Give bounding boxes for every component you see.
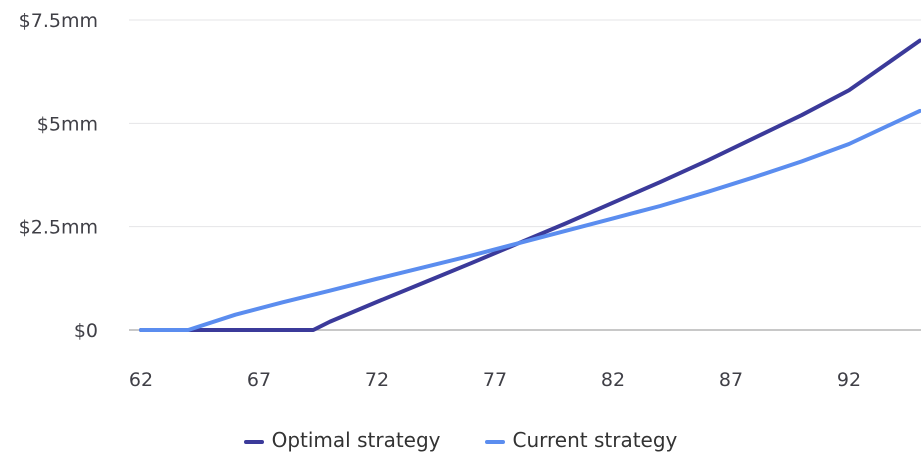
x-tick-label: 62 [129,369,153,391]
legend: Optimal strategy Current strategy [0,428,921,452]
series-line-optimal-strategy [139,38,921,332]
legend-label-optimal: Optimal strategy [271,428,441,452]
y-tick-label: $0 [74,320,98,342]
series-lines [139,38,921,332]
x-axis-ticks: 62 67 72 77 82 87 92 [129,369,861,391]
y-tick-label: $2.5mm [19,217,98,239]
y-tick-label: $7.5mm [19,10,98,32]
y-axis-ticks: $0 $2.5mm $5mm $7.5mm [19,10,98,342]
grid-lines [129,19,921,331]
legend-item-optimal-strategy[interactable]: Optimal strategy [243,428,441,452]
legend-swatch-current [484,440,505,444]
x-tick-label: 82 [601,369,625,391]
x-tick-label: 77 [483,369,507,391]
legend-item-current-strategy[interactable]: Current strategy [484,428,678,452]
legend-swatch-optimal [243,440,264,444]
x-tick-label: 92 [837,369,861,391]
x-tick-label: 67 [247,369,271,391]
x-tick-label: 72 [365,369,389,391]
series-line-current-strategy [139,108,921,332]
legend-label-current: Current strategy [512,428,678,452]
x-tick-label: 87 [719,369,743,391]
y-tick-label: $5mm [37,113,98,135]
